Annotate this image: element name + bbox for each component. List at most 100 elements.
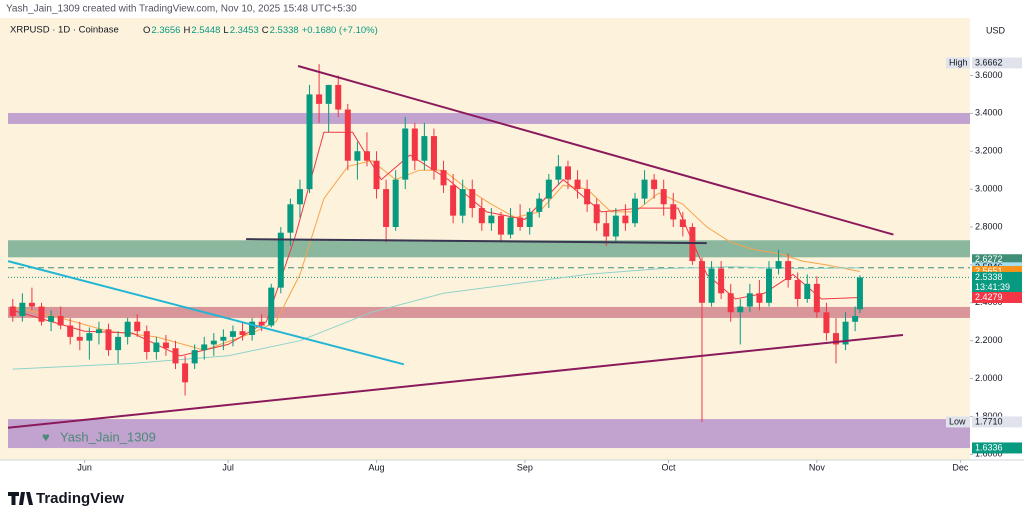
price-axis-background: [970, 18, 1024, 460]
y-tick-label: 2.2000: [975, 335, 1003, 345]
candle-body: [746, 293, 753, 307]
candle-body: [641, 179, 648, 199]
y-tick-label: 1.6000: [975, 449, 1003, 459]
candle-body: [679, 219, 686, 228]
price-marker-tag-label: Low: [949, 416, 966, 426]
symbol: XRPUSD · 1D · Coinbase: [10, 25, 119, 36]
candle-body: [239, 331, 246, 335]
logo: [8, 492, 33, 505]
x-tick-label: Jul: [222, 462, 234, 472]
candle-body: [507, 217, 514, 235]
price-marker-label: 2.5338: [975, 272, 1003, 282]
candle-body: [775, 261, 782, 269]
candle-body: [564, 166, 571, 180]
ohlc-label: C: [262, 25, 269, 36]
candle-body: [316, 94, 323, 104]
candle-body: [191, 350, 198, 364]
candle-body: [392, 179, 399, 228]
price-marker: [972, 271, 1022, 294]
candle-body: [48, 316, 55, 322]
plot-background: [0, 18, 970, 460]
candle-body: [57, 316, 64, 326]
candle-body: [459, 189, 466, 216]
candle-body: [813, 283, 820, 313]
y-tick-label: 3.6000: [975, 70, 1003, 80]
candle-body: [430, 136, 437, 171]
candle-body: [258, 321, 265, 326]
candle-body: [162, 342, 169, 349]
candle-body: [124, 321, 131, 337]
candle-body: [153, 342, 160, 353]
candle-body: [296, 189, 303, 205]
price-marker: [972, 416, 1022, 428]
candle-body: [344, 109, 351, 161]
zone: [8, 112, 970, 124]
candle-body: [287, 204, 294, 233]
candle-body: [545, 179, 552, 199]
candle-body: [402, 128, 409, 180]
candle-body: [143, 331, 150, 353]
candle-body: [76, 336, 83, 341]
y-tick-label: 1.8000: [975, 411, 1003, 421]
candle-body: [536, 198, 543, 212]
watermark: Yash_Jain_1309: [60, 429, 156, 444]
candle-body: [603, 223, 610, 237]
candle-body: [411, 128, 418, 161]
candle-body: [105, 329, 112, 351]
candle-body: [134, 321, 141, 332]
candle-body: [555, 166, 562, 180]
x-tick-label: Sep: [517, 462, 533, 472]
candle-body: [28, 302, 35, 307]
candle-body: [325, 84, 332, 104]
candle-body: [842, 321, 849, 345]
candle-body: [794, 280, 801, 299]
price-marker-label: 2.6272: [975, 254, 1003, 264]
candle-body: [593, 204, 600, 224]
candle-body: [268, 287, 275, 326]
y-tick-label: 2.8000: [975, 221, 1003, 231]
ohlc-value: 2.5338: [270, 25, 299, 36]
candle-body: [698, 261, 705, 303]
candle-body: [115, 336, 122, 351]
candle-body: [488, 215, 495, 224]
y-tick-label: 3.4000: [975, 108, 1003, 118]
x-tick-label: Dec: [952, 462, 969, 472]
brand: TradingView: [36, 490, 124, 507]
candle-body: [631, 198, 638, 224]
candle-body: [526, 211, 533, 228]
ohlc-value: 2.3453: [230, 25, 259, 36]
y-tick-label: 2.0000: [975, 373, 1003, 383]
trend-line: [7, 333, 904, 429]
candle-body: [852, 316, 859, 322]
candle-body: [450, 185, 457, 216]
x-tick-label: Nov: [809, 462, 826, 472]
price-marker-tag-label: High: [949, 57, 968, 67]
price-marker-label: 1.6336: [975, 442, 1003, 452]
ohlc-value: 2.5448: [191, 25, 220, 36]
trend-line: [297, 65, 894, 236]
candle-body: [622, 215, 629, 224]
candle-body: [670, 204, 677, 220]
ohlc-label: L: [223, 25, 228, 36]
y-tick-label: 3.2000: [975, 146, 1003, 156]
candle-body: [785, 261, 792, 281]
candle-body: [86, 333, 93, 341]
candle-body: [220, 336, 227, 341]
candle-body: [517, 217, 524, 228]
trend-line: [246, 238, 707, 245]
candle-body: [469, 189, 476, 209]
candle-body: [19, 302, 26, 317]
price-marker: [972, 57, 1022, 69]
watermark-icon: ♥: [42, 429, 50, 444]
candle-body: [95, 329, 102, 334]
price-marker: [972, 266, 1022, 278]
candle-body: [660, 189, 667, 205]
currency: USD: [986, 25, 1006, 35]
candle-body: [210, 340, 217, 345]
y-tick-label: 3.0000: [975, 183, 1003, 193]
zone: [8, 306, 970, 318]
candle-body: [727, 293, 734, 313]
candle-body: [440, 170, 447, 186]
trend-line: [7, 260, 405, 366]
